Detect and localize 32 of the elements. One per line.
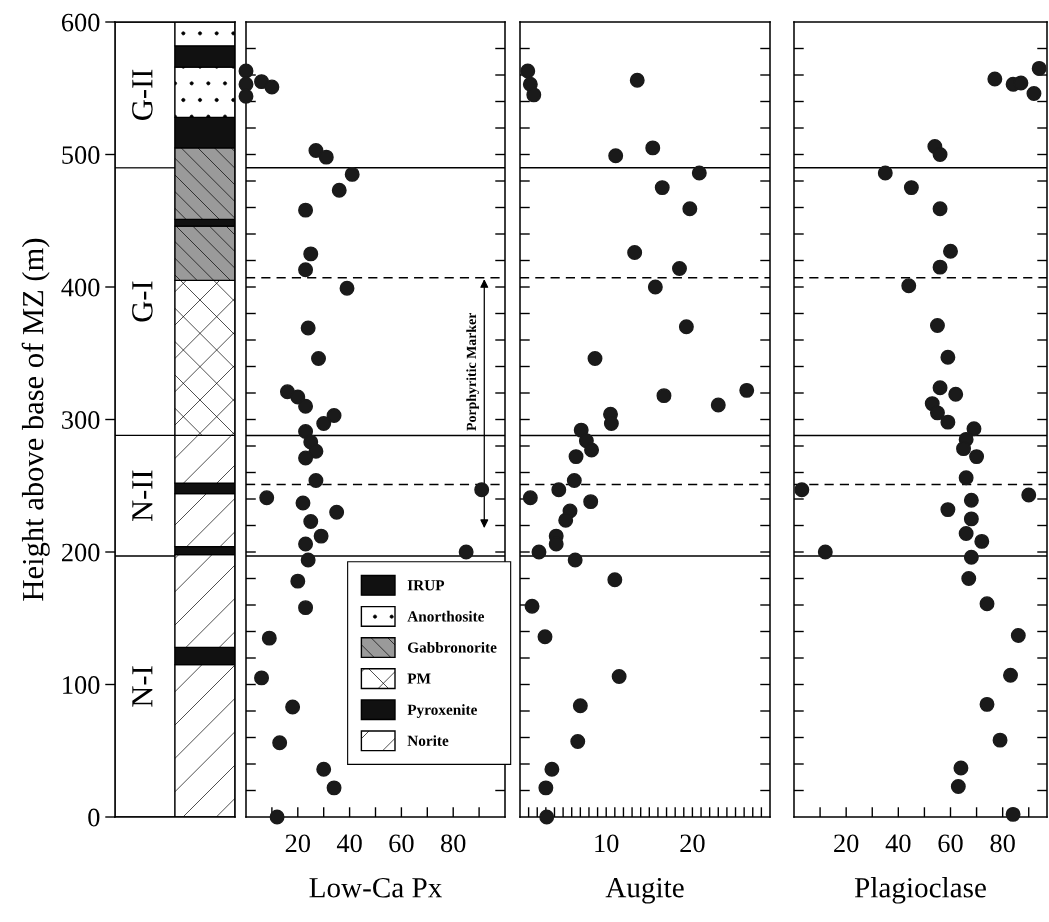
x-tick-label: 20	[834, 834, 859, 853]
y-tick-label: 100	[63, 676, 100, 694]
x-axis-title: Plagioclase	[854, 877, 986, 904]
series-label: N-II	[132, 470, 153, 522]
y-tick-label: 600	[61, 13, 100, 32]
x-tick-label: 60	[389, 834, 414, 853]
series-label: G-II	[132, 69, 153, 120]
y-tick-label: 400	[61, 278, 100, 297]
x-tick-label: 40	[336, 834, 362, 853]
legend-label: IRUP	[407, 580, 445, 591]
x-tick-label: 40	[885, 834, 911, 853]
series-label: G-I	[132, 281, 153, 322]
x-tick-label: 80	[441, 834, 466, 853]
x-tick-label: 60	[938, 834, 963, 853]
x-axis-title: Low-Ca Px	[309, 877, 442, 898]
x-tick-label: 20	[285, 834, 310, 853]
y-tick-label: 0	[88, 808, 100, 827]
x-tick-label: 10	[595, 834, 619, 853]
legend-label: Anorthosite	[407, 610, 485, 622]
x-tick-label: 20	[680, 834, 705, 853]
legend-label: Gabbronorite	[407, 641, 497, 653]
y-tick-label: 300	[62, 411, 100, 429]
x-axis-title: Augite	[605, 877, 684, 904]
y-tick-label: 200	[61, 543, 100, 562]
series-label: N-I	[132, 666, 153, 707]
legend-label: PM	[407, 673, 431, 684]
y-axis-title: Height above base of MZ (m)	[21, 238, 50, 601]
y-tick-label: 500	[62, 146, 100, 164]
legend-label: Norite	[407, 735, 449, 746]
legend-label: Pyroxenite	[407, 704, 477, 719]
x-tick-label: 80	[990, 834, 1015, 853]
annotation: Porphyritic Marker	[466, 312, 479, 431]
